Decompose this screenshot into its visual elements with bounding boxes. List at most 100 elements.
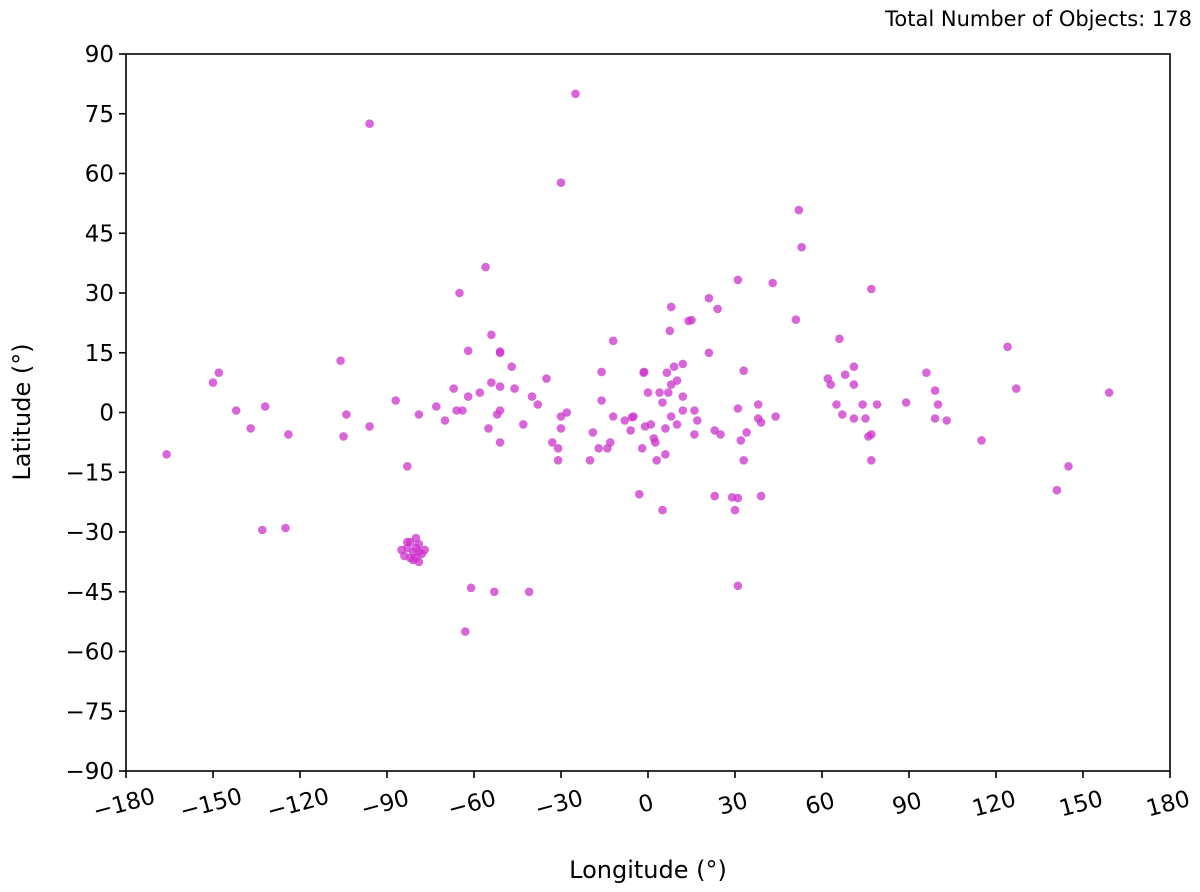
data-point bbox=[930, 414, 940, 423]
data-point bbox=[849, 362, 859, 372]
data-point bbox=[463, 346, 473, 356]
data-point bbox=[620, 416, 630, 425]
data-point bbox=[639, 367, 649, 377]
data-point bbox=[556, 424, 566, 433]
data-point bbox=[733, 493, 743, 503]
data-point bbox=[495, 406, 505, 415]
data-point bbox=[1012, 384, 1021, 393]
x-tick-label: 150 bbox=[1057, 786, 1106, 822]
data-point bbox=[838, 410, 847, 419]
y-tick-label: −90 bbox=[65, 759, 114, 785]
object-count-annotation: Total Number of Objects: 178 bbox=[884, 7, 1192, 31]
data-point bbox=[626, 426, 635, 435]
x-tick-label: 120 bbox=[970, 786, 1019, 822]
y-tick-label: 75 bbox=[85, 102, 114, 128]
data-point bbox=[606, 438, 615, 447]
x-tick-label: −150 bbox=[177, 784, 245, 825]
data-point bbox=[933, 400, 943, 409]
x-tick-label: −60 bbox=[445, 785, 499, 823]
data-point bbox=[627, 413, 637, 422]
data-point bbox=[797, 242, 806, 252]
data-point bbox=[571, 89, 580, 99]
data-point bbox=[403, 537, 412, 547]
data-point bbox=[661, 450, 670, 459]
data-point bbox=[861, 414, 870, 423]
data-point bbox=[162, 450, 171, 459]
data-point bbox=[710, 491, 719, 501]
data-point bbox=[487, 378, 496, 387]
data-point bbox=[977, 436, 986, 445]
data-point bbox=[400, 551, 409, 561]
data-point bbox=[942, 416, 951, 425]
data-point bbox=[585, 456, 595, 465]
data-point bbox=[548, 438, 557, 447]
y-tick-label: 90 bbox=[85, 42, 114, 68]
data-point bbox=[867, 456, 876, 465]
data-point bbox=[901, 398, 911, 407]
data-point bbox=[281, 523, 290, 533]
data-point bbox=[687, 315, 696, 325]
data-point bbox=[449, 384, 459, 393]
data-point bbox=[432, 402, 441, 411]
data-point bbox=[414, 557, 424, 567]
data-point bbox=[562, 408, 572, 417]
data-point bbox=[637, 444, 647, 453]
y-tick-label: 60 bbox=[85, 162, 114, 188]
data-point bbox=[339, 432, 348, 441]
data-point bbox=[716, 430, 725, 439]
data-point bbox=[365, 422, 374, 431]
data-point bbox=[930, 386, 940, 395]
data-point bbox=[704, 293, 714, 303]
data-point bbox=[507, 362, 516, 372]
data-point bbox=[733, 404, 743, 413]
y-tick-label: −60 bbox=[65, 640, 114, 666]
data-point bbox=[440, 416, 450, 425]
data-point bbox=[481, 262, 490, 272]
data-point bbox=[594, 444, 603, 453]
data-point bbox=[658, 398, 667, 407]
y-tick-label: −45 bbox=[65, 580, 114, 606]
data-point bbox=[420, 545, 430, 555]
data-point bbox=[643, 388, 653, 397]
data-point bbox=[661, 424, 670, 433]
data-point bbox=[527, 392, 537, 401]
data-point bbox=[484, 424, 493, 433]
data-point bbox=[495, 347, 505, 356]
data-point bbox=[463, 392, 473, 401]
y-axis-label: Latitude (°) bbox=[8, 343, 36, 480]
data-point bbox=[678, 406, 688, 415]
data-point bbox=[658, 505, 667, 515]
x-tick-label: −180 bbox=[90, 784, 158, 825]
x-tick-label: −30 bbox=[532, 785, 586, 823]
data-point bbox=[411, 543, 421, 553]
data-point bbox=[542, 374, 551, 383]
data-point bbox=[672, 376, 682, 385]
data-point bbox=[733, 581, 743, 591]
data-point bbox=[742, 428, 751, 437]
data-point bbox=[666, 302, 676, 312]
data-point bbox=[867, 284, 876, 294]
data-point bbox=[1064, 462, 1073, 471]
x-tick-label: 30 bbox=[716, 788, 751, 821]
data-point bbox=[922, 368, 931, 378]
data-point bbox=[791, 315, 801, 325]
data-point bbox=[475, 388, 485, 397]
data-point bbox=[693, 416, 702, 425]
data-point bbox=[835, 334, 844, 344]
data-point bbox=[849, 380, 859, 389]
data-point bbox=[458, 406, 467, 415]
data-point bbox=[490, 587, 499, 597]
data-point bbox=[840, 370, 850, 380]
data-point bbox=[739, 456, 748, 465]
data-point bbox=[794, 205, 804, 215]
data-point bbox=[730, 505, 740, 515]
x-tick-label: 0 bbox=[636, 790, 657, 819]
data-point bbox=[662, 368, 672, 378]
data-point bbox=[753, 400, 763, 409]
x-tick-label: 180 bbox=[1144, 786, 1193, 822]
data-point bbox=[849, 414, 859, 423]
x-tick-label: 90 bbox=[890, 788, 925, 821]
data-point bbox=[771, 412, 780, 421]
data-point bbox=[832, 400, 841, 409]
